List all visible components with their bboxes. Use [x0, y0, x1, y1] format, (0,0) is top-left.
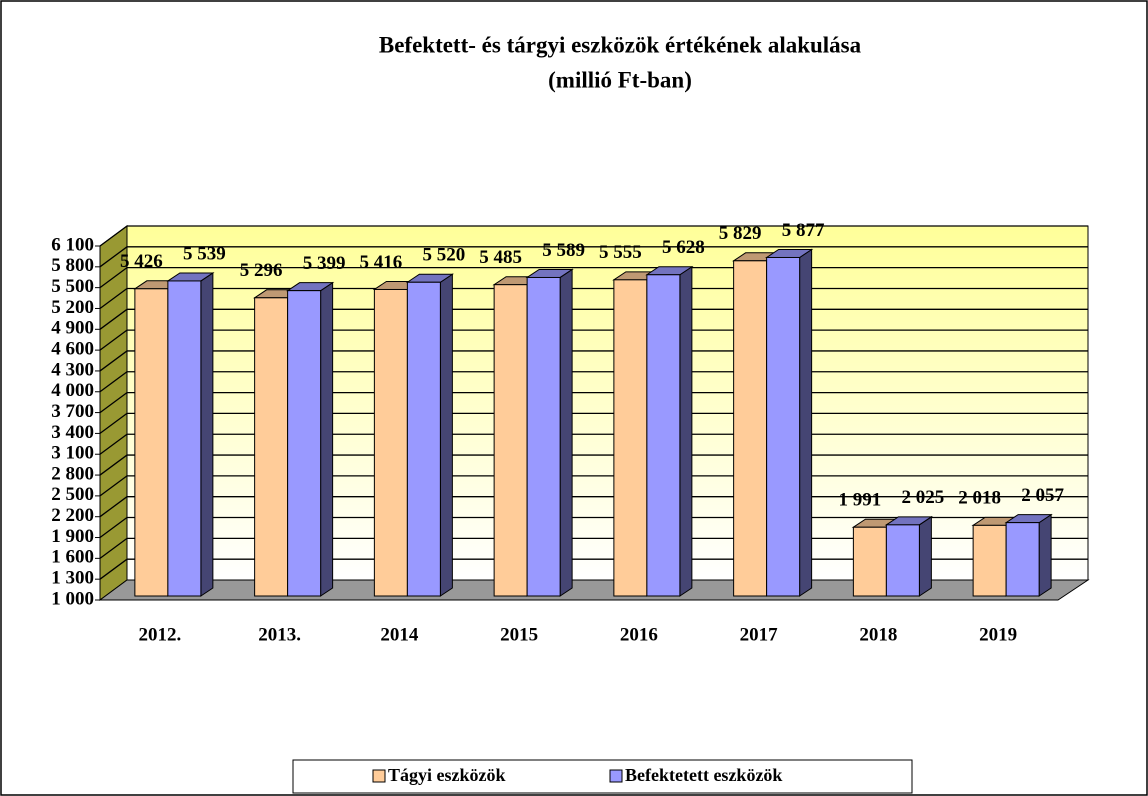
data-label: 5 539 [183, 243, 226, 264]
x-tick-label: 2015 [500, 624, 538, 645]
grid-line [99, 246, 1088, 268]
bar-side [559, 268, 573, 597]
x-tick-label: 2012. [139, 624, 182, 645]
y-tick-label: 3 400 [51, 422, 94, 443]
bar [972, 524, 1007, 597]
x-tick-label: 2013. [258, 624, 301, 645]
y-tick-label: 6 100 [51, 234, 94, 255]
data-label: 5 555 [599, 242, 642, 263]
bar [766, 256, 801, 597]
y-tick-label: 2 500 [51, 484, 94, 505]
bar [134, 288, 169, 597]
x-tick-label: 2016 [620, 624, 658, 645]
bar-side [200, 272, 214, 597]
data-label: 5 628 [662, 237, 705, 258]
bar [373, 288, 408, 597]
data-label: 1 991 [839, 490, 882, 511]
y-tick-label: 3 700 [51, 401, 94, 422]
bar-side [1038, 513, 1052, 597]
bar [646, 274, 681, 597]
bar [613, 279, 648, 597]
bar [1005, 522, 1040, 597]
bar-side [679, 265, 693, 597]
y-tick-label: 5 500 [51, 276, 94, 297]
bar [852, 526, 887, 597]
y-tick-label: 4 900 [51, 318, 94, 339]
data-label: 2 025 [902, 487, 945, 508]
floor [98, 579, 1090, 601]
y-tick-label: 5 200 [51, 297, 94, 318]
y-tick-label: 1 900 [51, 526, 94, 547]
legend [292, 759, 913, 794]
y-tick-label: 4 300 [51, 359, 94, 380]
bar [733, 260, 768, 597]
y-tick-label: 2 800 [51, 463, 94, 484]
bar [287, 290, 322, 597]
data-label: 5 589 [542, 240, 585, 261]
bar-side [320, 281, 334, 597]
legend-label: Tágyi eszközök [388, 765, 506, 785]
y-tick-label: 1 300 [51, 568, 94, 589]
chart-subtitle: (millió Ft-ban) [548, 67, 692, 92]
chart-title: Befektett- és tárgyi eszközök értékének … [379, 32, 862, 57]
grid-line [99, 225, 1088, 247]
y-tick-label: 1 000 [51, 588, 94, 609]
data-label: 2 057 [1021, 485, 1064, 506]
data-label: 5 485 [479, 247, 522, 268]
data-label: 5 520 [423, 245, 466, 266]
data-label: 5 829 [719, 223, 762, 244]
data-label: 5 296 [240, 260, 283, 281]
x-tick-label: 2017 [740, 624, 779, 645]
bar-side [918, 515, 932, 597]
y-tick-label: 1 600 [51, 547, 94, 568]
y-tick-label: 4 600 [51, 338, 94, 359]
y-tick-label: 2 200 [51, 505, 94, 526]
bar [406, 281, 441, 597]
legend-swatch [609, 769, 623, 783]
data-label: 2 018 [958, 488, 1001, 509]
legend-swatch [372, 769, 386, 783]
bar-side [799, 248, 813, 597]
x-tick-label: 2019 [979, 624, 1017, 645]
x-tick-label: 2018 [859, 624, 897, 645]
y-tick-label: 4 000 [51, 380, 94, 401]
legend-label: Befektetett eszközök [625, 765, 782, 785]
bar [526, 276, 561, 597]
bar [493, 284, 528, 597]
y-tick-label: 5 800 [51, 255, 94, 276]
y-tick-label: 3 100 [51, 443, 94, 464]
data-label: 5 426 [120, 251, 163, 272]
x-tick-label: 2014 [380, 624, 419, 645]
bar [885, 524, 920, 597]
data-label: 5 877 [782, 220, 825, 241]
bar-side [439, 273, 453, 597]
bar [254, 297, 289, 597]
side-wall [99, 225, 128, 601]
data-label: 5 416 [360, 252, 403, 273]
bar [167, 280, 202, 597]
data-label: 5 399 [303, 253, 346, 274]
